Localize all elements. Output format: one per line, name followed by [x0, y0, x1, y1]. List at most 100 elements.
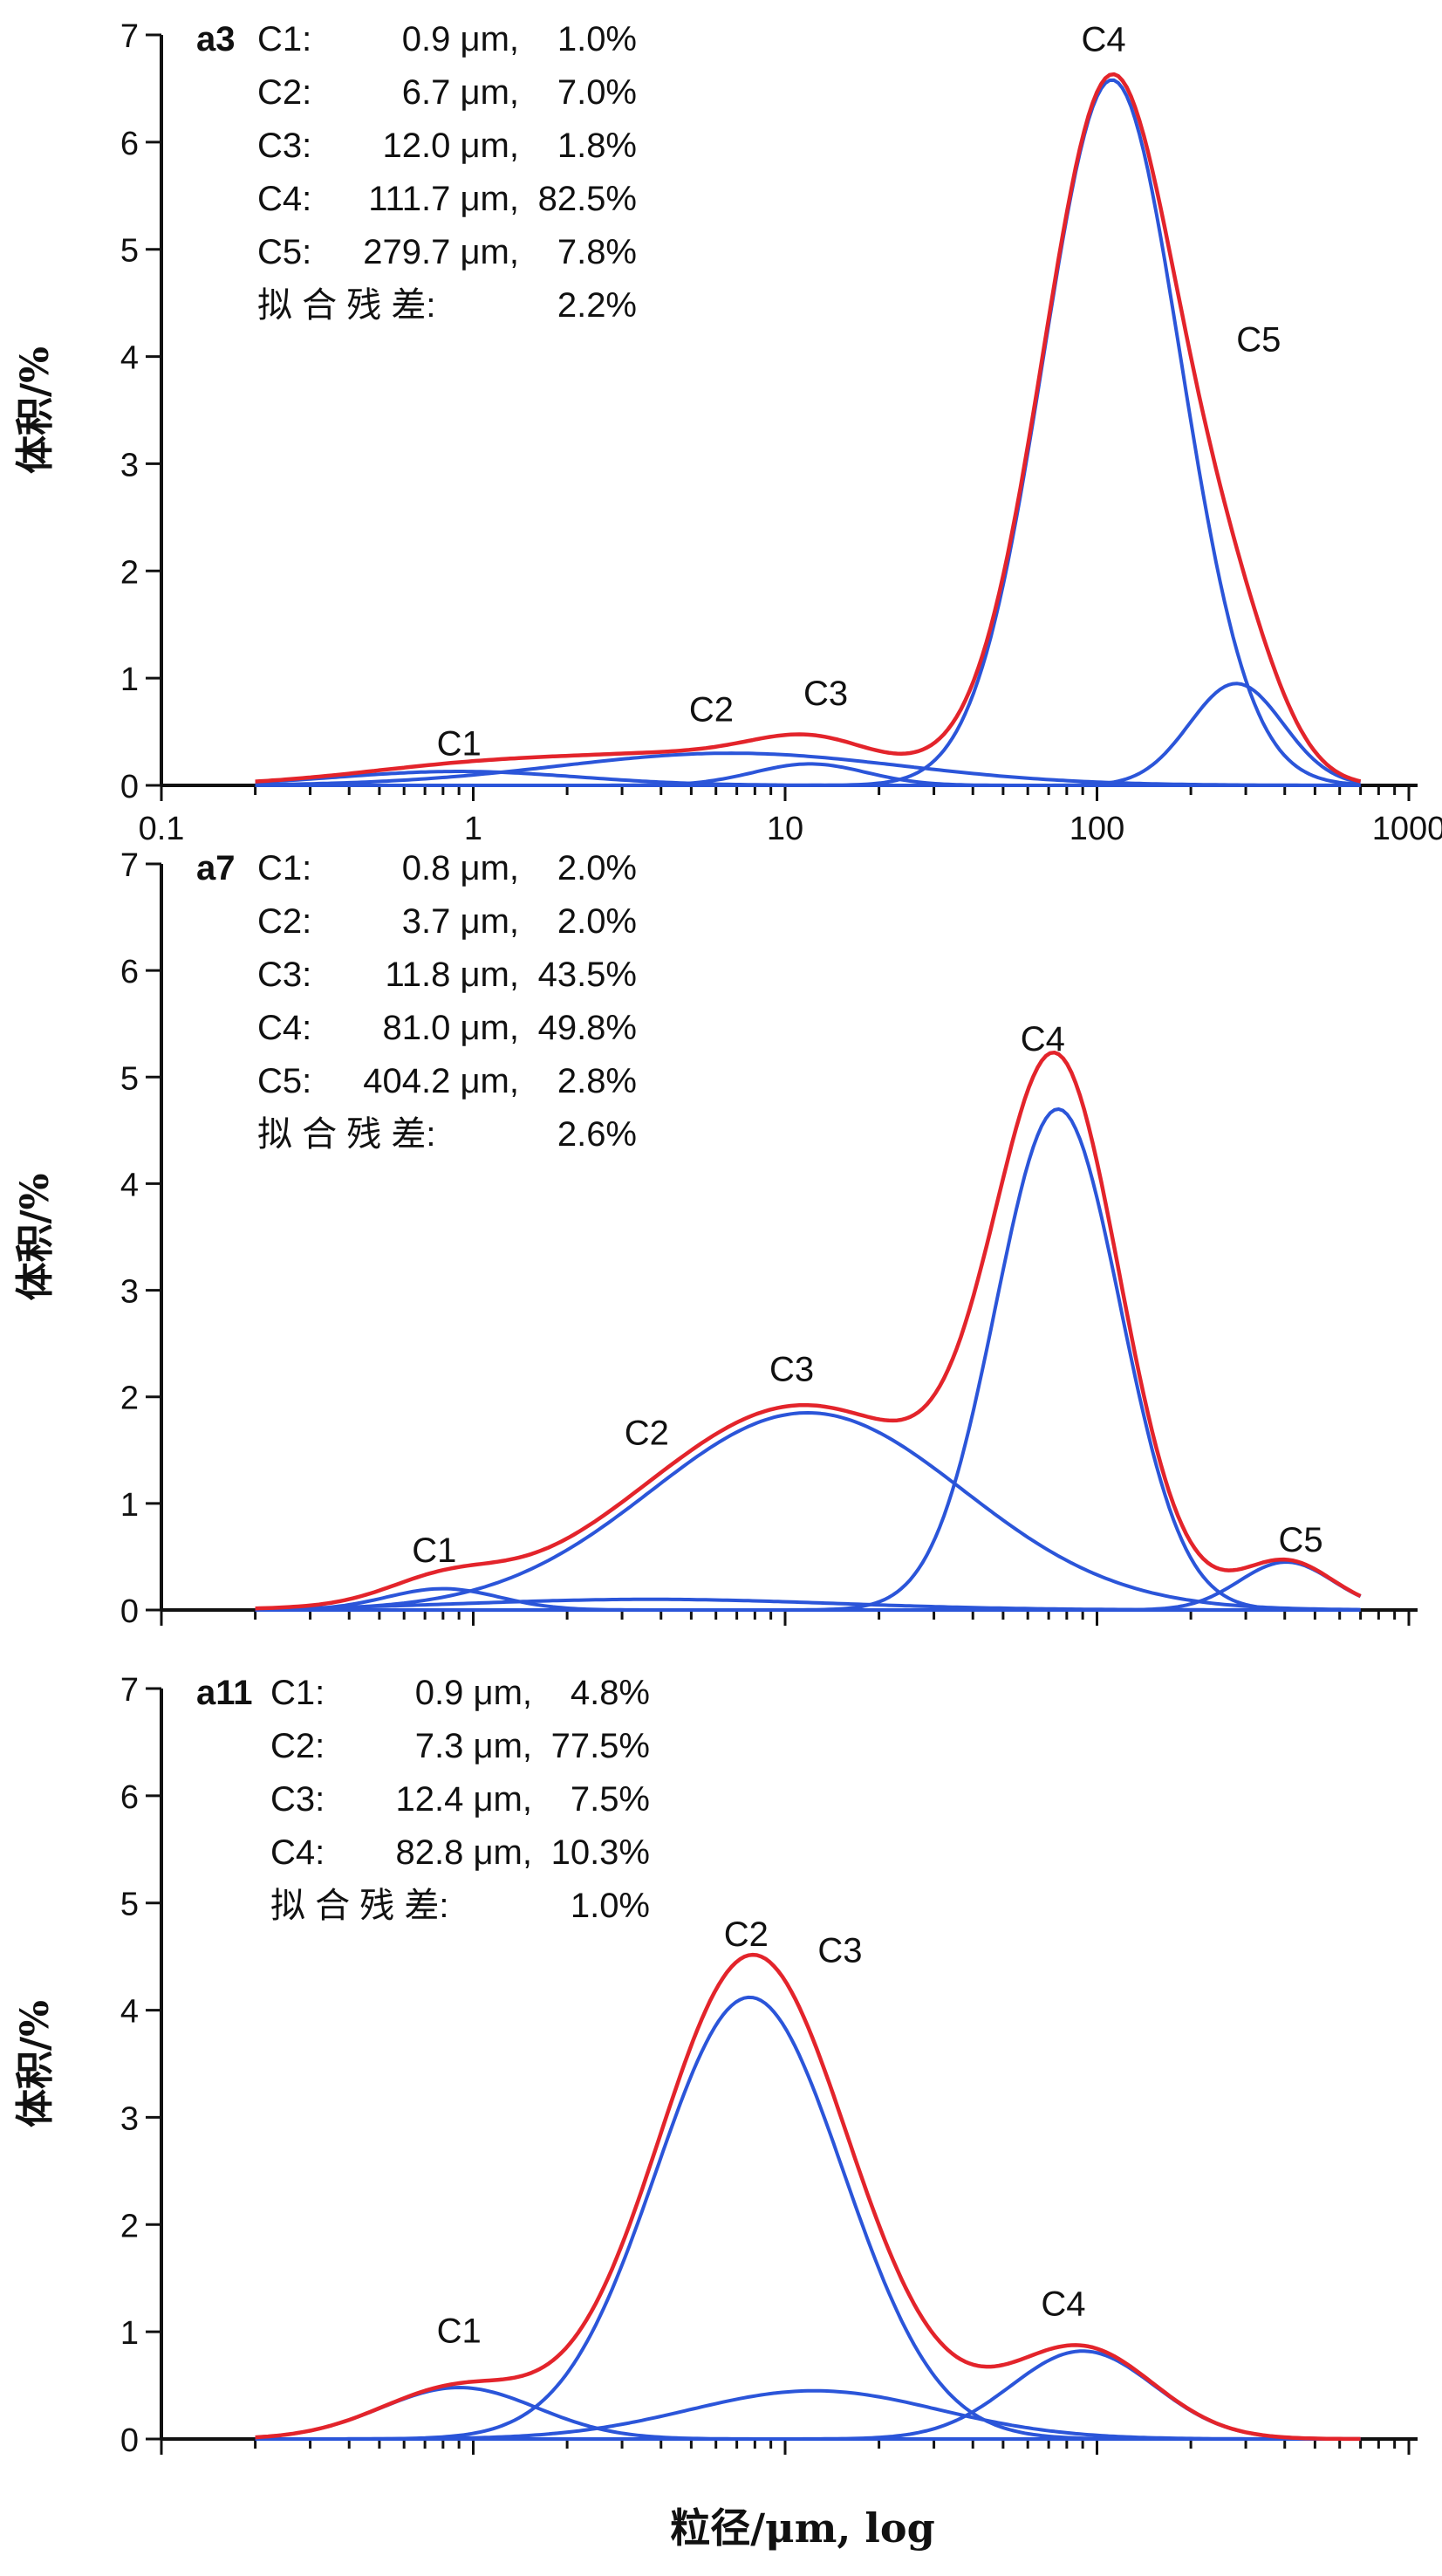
residual-value: 2.2% — [557, 286, 637, 325]
stat-component: C5: — [257, 1062, 311, 1100]
y-tick-label: 3 — [120, 447, 139, 483]
y-tick-label: 5 — [120, 233, 139, 270]
y-tick-label: 0 — [120, 2422, 139, 2459]
y-tick-label: 1 — [120, 2315, 139, 2352]
stat-percent: 10.3% — [551, 1833, 650, 1872]
peak-label-c2: C2 — [724, 1915, 769, 1954]
peak-label-c5: C5 — [1236, 320, 1281, 359]
stat-component: C5: — [257, 233, 311, 271]
stat-component: C1: — [257, 849, 311, 887]
y-tick-label: 6 — [120, 954, 139, 990]
y-axis-title: 体积/% — [13, 346, 58, 474]
component-curve-c3 — [255, 1411, 1361, 1612]
y-tick-label: 6 — [120, 1779, 139, 1816]
y-tick-label: 7 — [120, 18, 139, 55]
component-curve-c2 — [255, 1597, 1361, 1612]
stat-size: 0.9 μm, — [415, 1674, 532, 1712]
y-tick-label: 4 — [120, 340, 139, 377]
stat-percent: 7.5% — [571, 1780, 650, 1819]
y-tick-label: 0 — [120, 769, 139, 805]
stat-percent: 77.5% — [551, 1727, 650, 1765]
panel-id: a7 — [196, 849, 236, 887]
y-tick-label: 5 — [120, 1887, 139, 1923]
peak-label-c1: C1 — [437, 725, 482, 764]
y-tick-label: 4 — [120, 1167, 139, 1203]
peak-label-c3: C3 — [803, 675, 848, 713]
stat-percent: 82.5% — [538, 180, 637, 218]
total-fit-curve — [255, 1952, 1361, 2442]
total-fit-curve — [255, 1050, 1362, 1611]
panel-id: a11 — [196, 1674, 253, 1712]
x-tick-label: 0.1 — [139, 811, 185, 847]
y-tick-label: 3 — [120, 1274, 139, 1311]
component-curve-c5 — [255, 1560, 1362, 1612]
residual-value: 2.6% — [557, 1115, 637, 1154]
stat-component: C3: — [257, 956, 311, 994]
y-tick-label: 3 — [120, 2100, 139, 2137]
peak-label-c5: C5 — [1278, 1521, 1322, 1559]
peak-label-c4: C4 — [1082, 20, 1126, 58]
y-tick-label: 1 — [120, 1487, 139, 1524]
panel-id: a3 — [196, 20, 236, 58]
panel-a3: 0 1 2 3 4 5 6 7 体积/% a3 C1: 0.9 μm, 1.0% C2: 6.7 μm, 7.… — [13, 18, 1442, 847]
stat-component: C1: — [257, 20, 311, 58]
stat-size: 279.7 μm, — [363, 233, 519, 271]
stat-component: C4: — [257, 1009, 311, 1047]
panel-a11: 0 1 2 3 4 5 6 7 体积/% a11 C1: 0.9 μm, 4.8% C2: 7.3 μm, 7… — [13, 1672, 1418, 2459]
stat-component: C2: — [257, 902, 311, 941]
stat-size: 0.8 μm, — [402, 849, 519, 887]
peak-label-c2: C2 — [625, 1415, 669, 1453]
x-axis-title: 粒径/μm, log — [670, 2504, 935, 2552]
x-tick-label: 100 — [1070, 811, 1124, 847]
y-tick-label: 0 — [120, 1593, 139, 1630]
peak-label-c1: C1 — [437, 2312, 482, 2350]
peak-label-c1: C1 — [412, 1531, 456, 1570]
stat-percent: 1.0% — [557, 20, 637, 58]
stat-size: 11.8 μm, — [386, 956, 519, 994]
stat-size: 81.0 μm, — [383, 1009, 519, 1047]
peak-label-c3: C3 — [769, 1350, 814, 1388]
y-tick-label: 7 — [120, 847, 139, 884]
stat-component: C4: — [257, 180, 311, 218]
peak-label-c4: C4 — [1021, 1020, 1065, 1058]
stat-percent: 7.0% — [557, 73, 637, 112]
y-tick-label: 2 — [120, 2208, 139, 2244]
stat-size: 82.8 μm, — [396, 1833, 532, 1872]
panel-a7: 0 1 2 3 4 5 6 7 体积/% a7 C1: 0.8 μm, 2.0% C2: 3.7 μm, 2.… — [13, 847, 1418, 1630]
stat-size: 12.0 μm, — [383, 127, 519, 165]
stat-percent: 7.8% — [557, 233, 637, 271]
stat-component: C3: — [270, 1780, 325, 1819]
peak-label-c4: C4 — [1041, 2285, 1085, 2324]
stat-percent: 2.0% — [557, 902, 637, 941]
stat-size: 3.7 μm, — [402, 902, 519, 941]
y-tick-label: 2 — [120, 554, 139, 591]
stat-size: 111.7 μm, — [368, 180, 519, 218]
peak-label-c3: C3 — [817, 1931, 862, 1970]
stat-percent: 1.8% — [557, 127, 637, 165]
stat-percent: 49.8% — [538, 1009, 637, 1047]
stat-size: 404.2 μm, — [363, 1062, 519, 1100]
y-axis-title: 体积/% — [13, 2000, 58, 2127]
stat-percent: 43.5% — [538, 956, 637, 994]
component-curve-c2 — [255, 751, 1361, 787]
stat-percent: 4.8% — [571, 1674, 650, 1712]
stat-percent: 2.0% — [557, 849, 637, 887]
stat-percent: 2.8% — [557, 1062, 637, 1100]
y-tick-label: 7 — [120, 1672, 139, 1709]
stat-size: 7.3 μm, — [415, 1727, 532, 1765]
y-tick-label: 1 — [120, 661, 139, 698]
component-curve-c5 — [255, 682, 1361, 787]
residual-value: 1.0% — [571, 1887, 650, 1925]
y-tick-label: 5 — [120, 1060, 139, 1097]
stat-size: 0.9 μm, — [402, 20, 519, 58]
y-axis-title: 体积/% — [13, 1174, 58, 1301]
component-curve-c2 — [255, 1995, 1361, 2441]
y-tick-label: 2 — [120, 1380, 139, 1417]
residual-label: 拟 合 残 差: — [257, 1115, 435, 1154]
x-tick-label: 1000 — [1372, 811, 1442, 847]
residual-label: 拟 合 残 差: — [257, 286, 435, 325]
total-fit-curve — [255, 72, 1362, 784]
stat-component: C4: — [270, 1833, 325, 1872]
stat-component: C1: — [270, 1674, 325, 1712]
